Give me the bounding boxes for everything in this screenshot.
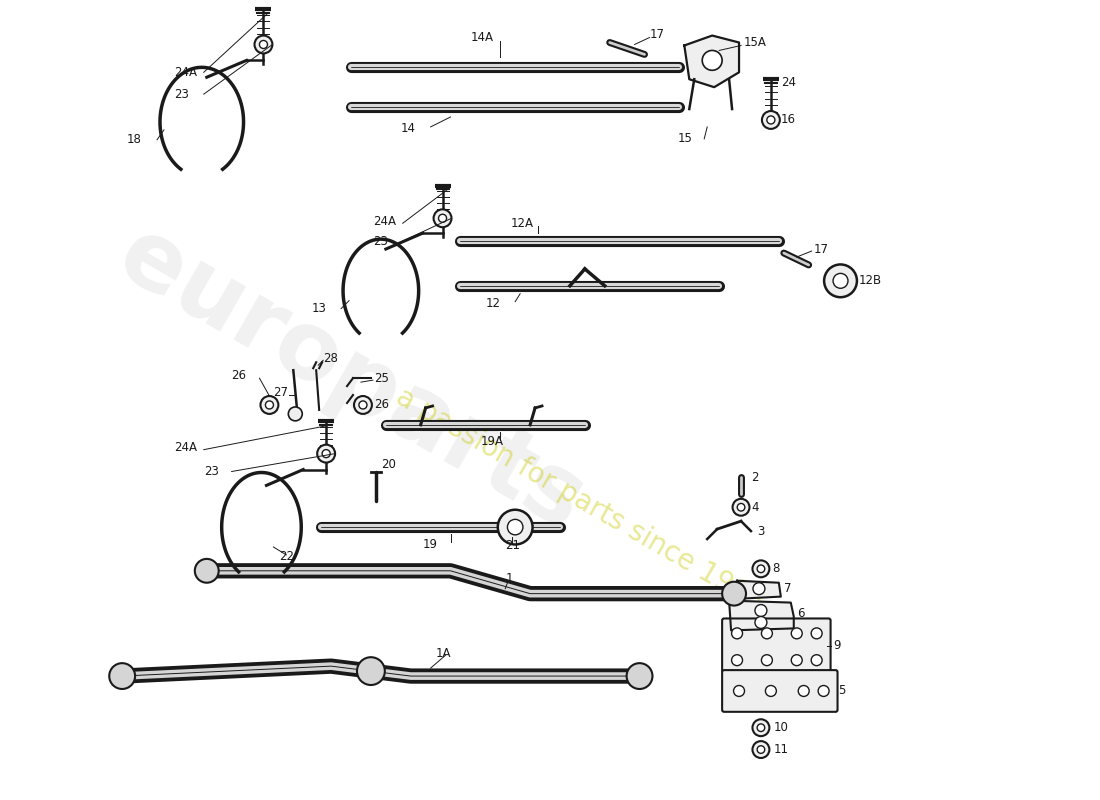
Circle shape [732, 628, 742, 639]
Text: 27: 27 [274, 386, 288, 398]
Circle shape [258, 42, 268, 53]
Text: 24A: 24A [373, 214, 396, 228]
Circle shape [498, 510, 532, 545]
Text: 12A: 12A [510, 217, 534, 230]
Text: 25: 25 [374, 372, 388, 385]
Circle shape [359, 401, 367, 409]
Circle shape [265, 401, 274, 409]
Circle shape [439, 214, 447, 222]
Circle shape [288, 407, 302, 421]
Circle shape [755, 617, 767, 629]
Circle shape [791, 628, 802, 639]
Circle shape [322, 450, 330, 458]
Text: 5: 5 [838, 685, 846, 698]
Circle shape [761, 628, 772, 639]
Circle shape [791, 654, 802, 666]
Text: 15: 15 [678, 132, 692, 146]
Circle shape [433, 210, 451, 227]
Circle shape [752, 719, 769, 736]
Circle shape [799, 686, 810, 697]
Circle shape [722, 582, 746, 606]
Text: 17: 17 [649, 28, 664, 41]
Circle shape [755, 605, 767, 617]
Text: 7: 7 [784, 582, 791, 595]
Circle shape [766, 686, 777, 697]
Text: 24A: 24A [174, 66, 197, 78]
FancyBboxPatch shape [722, 670, 837, 712]
Text: 18: 18 [128, 134, 142, 146]
Text: 23: 23 [174, 88, 189, 101]
Circle shape [752, 560, 769, 578]
Text: 24: 24 [781, 76, 795, 89]
Text: 14A: 14A [471, 31, 494, 44]
Circle shape [737, 503, 745, 511]
Circle shape [702, 50, 722, 70]
Text: 23: 23 [204, 465, 219, 478]
Circle shape [733, 499, 749, 516]
Circle shape [438, 216, 448, 226]
Text: 1: 1 [505, 572, 513, 586]
Text: 1A: 1A [436, 646, 451, 660]
Text: 20: 20 [381, 458, 396, 471]
Text: 15A: 15A [744, 36, 767, 49]
Text: 19: 19 [422, 538, 438, 551]
Circle shape [195, 559, 219, 582]
Circle shape [757, 724, 764, 731]
Text: 26: 26 [232, 369, 246, 382]
Circle shape [824, 265, 857, 298]
Text: 16: 16 [781, 114, 795, 126]
Text: 12B: 12B [858, 274, 881, 287]
Text: europarts: europarts [102, 210, 601, 550]
Circle shape [254, 35, 273, 54]
Text: 3: 3 [757, 525, 764, 538]
Text: 12: 12 [485, 297, 501, 310]
Text: 24A: 24A [174, 441, 197, 454]
Text: a passion for parts since 1985: a passion for parts since 1985 [392, 382, 769, 616]
Text: 11: 11 [774, 743, 789, 756]
Text: 9: 9 [834, 638, 842, 652]
Text: 26: 26 [374, 398, 389, 411]
Circle shape [762, 111, 780, 129]
Circle shape [732, 654, 742, 666]
Text: 19A: 19A [481, 435, 504, 448]
Text: 13: 13 [311, 302, 326, 315]
Circle shape [811, 628, 822, 639]
Circle shape [811, 654, 822, 666]
Circle shape [321, 451, 331, 462]
Text: 6: 6 [796, 607, 804, 620]
Text: 10: 10 [774, 722, 789, 734]
Text: 17: 17 [814, 242, 828, 255]
Text: 21: 21 [505, 539, 520, 553]
Circle shape [833, 274, 848, 288]
Circle shape [818, 686, 829, 697]
Polygon shape [729, 601, 794, 630]
Circle shape [109, 663, 135, 689]
Circle shape [752, 741, 769, 758]
Polygon shape [737, 581, 781, 598]
Text: 28: 28 [323, 352, 338, 365]
Circle shape [354, 396, 372, 414]
Text: 22: 22 [279, 550, 295, 563]
Circle shape [260, 41, 267, 49]
Text: 23: 23 [373, 234, 388, 248]
Text: 14: 14 [400, 122, 416, 135]
Circle shape [767, 116, 774, 124]
Circle shape [754, 582, 764, 594]
Text: 4: 4 [751, 501, 759, 514]
Text: 2: 2 [751, 471, 759, 484]
Circle shape [734, 686, 745, 697]
Circle shape [757, 746, 764, 754]
Circle shape [627, 663, 652, 689]
Text: 8: 8 [772, 562, 779, 575]
Circle shape [757, 565, 764, 573]
Circle shape [261, 396, 278, 414]
Circle shape [358, 658, 385, 685]
Polygon shape [684, 35, 739, 87]
Circle shape [507, 519, 522, 535]
FancyBboxPatch shape [722, 618, 830, 672]
Circle shape [761, 654, 772, 666]
Circle shape [317, 445, 336, 462]
